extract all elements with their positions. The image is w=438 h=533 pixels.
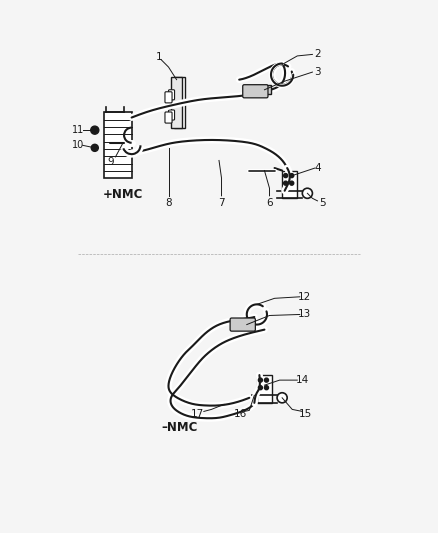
- Text: 1: 1: [156, 52, 163, 62]
- Text: 7: 7: [218, 198, 225, 208]
- FancyBboxPatch shape: [169, 110, 175, 120]
- Bar: [253, 85, 271, 94]
- FancyBboxPatch shape: [165, 92, 172, 103]
- Circle shape: [91, 144, 98, 151]
- Text: 16: 16: [233, 409, 247, 419]
- Text: 2: 2: [314, 50, 321, 59]
- Text: 8: 8: [165, 198, 172, 208]
- FancyBboxPatch shape: [169, 90, 175, 100]
- Text: 6: 6: [266, 198, 273, 208]
- FancyBboxPatch shape: [230, 318, 255, 331]
- Circle shape: [258, 378, 262, 382]
- Text: +NMC: +NMC: [103, 188, 143, 201]
- Circle shape: [265, 386, 268, 390]
- Circle shape: [290, 181, 294, 185]
- Text: 17: 17: [191, 409, 205, 419]
- Bar: [257, 375, 272, 403]
- Text: 10: 10: [71, 140, 84, 150]
- Text: 9: 9: [107, 157, 114, 167]
- Circle shape: [290, 174, 294, 177]
- FancyBboxPatch shape: [165, 112, 172, 123]
- Circle shape: [284, 181, 288, 185]
- Bar: [173, 77, 185, 127]
- Text: 15: 15: [299, 409, 312, 419]
- Text: 5: 5: [319, 198, 326, 208]
- Text: 14: 14: [296, 375, 309, 385]
- Bar: [171, 77, 182, 127]
- Bar: [104, 112, 132, 178]
- Text: 11: 11: [71, 125, 84, 135]
- FancyBboxPatch shape: [243, 85, 268, 98]
- Text: 13: 13: [298, 310, 311, 319]
- Bar: [282, 171, 297, 198]
- Text: –NMC: –NMC: [161, 421, 197, 434]
- Circle shape: [258, 386, 262, 390]
- Circle shape: [277, 393, 287, 403]
- Circle shape: [265, 378, 268, 382]
- Circle shape: [284, 174, 288, 177]
- Text: 4: 4: [314, 163, 321, 173]
- Circle shape: [91, 126, 99, 134]
- Circle shape: [302, 188, 312, 198]
- Text: 3: 3: [314, 67, 321, 77]
- Text: 12: 12: [298, 292, 311, 302]
